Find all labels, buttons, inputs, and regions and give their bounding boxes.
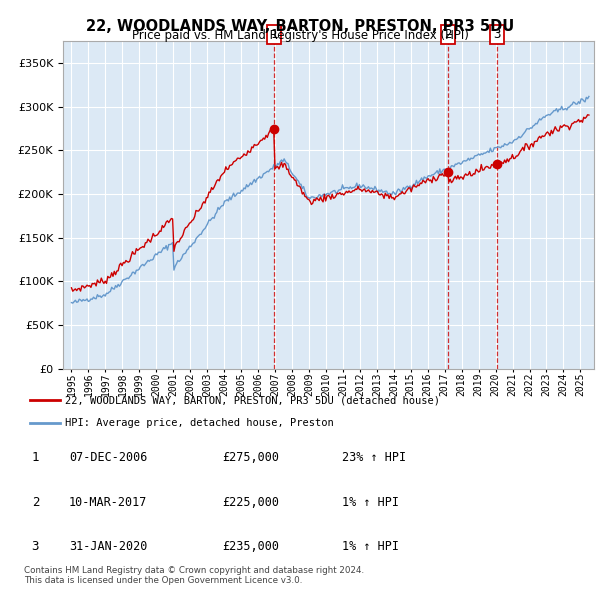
Text: 2: 2 <box>444 28 452 41</box>
Text: 1% ↑ HPI: 1% ↑ HPI <box>342 496 399 509</box>
Text: 1: 1 <box>270 28 278 41</box>
Text: 31-JAN-2020: 31-JAN-2020 <box>69 540 148 553</box>
Text: 07-DEC-2006: 07-DEC-2006 <box>69 451 148 464</box>
Text: Contains HM Land Registry data © Crown copyright and database right 2024.
This d: Contains HM Land Registry data © Crown c… <box>24 566 364 585</box>
Text: 3: 3 <box>493 28 501 41</box>
Text: 22, WOODLANDS WAY, BARTON, PRESTON, PR3 5DU: 22, WOODLANDS WAY, BARTON, PRESTON, PR3 … <box>86 19 514 34</box>
Text: Price paid vs. HM Land Registry's House Price Index (HPI): Price paid vs. HM Land Registry's House … <box>131 30 469 42</box>
Text: £275,000: £275,000 <box>222 451 279 464</box>
Text: 2: 2 <box>32 496 39 509</box>
Text: £235,000: £235,000 <box>222 540 279 553</box>
Text: 22, WOODLANDS WAY, BARTON, PRESTON, PR3 5DU (detached house): 22, WOODLANDS WAY, BARTON, PRESTON, PR3 … <box>65 395 440 405</box>
Text: 1% ↑ HPI: 1% ↑ HPI <box>342 540 399 553</box>
Text: 23% ↑ HPI: 23% ↑ HPI <box>342 451 406 464</box>
Text: HPI: Average price, detached house, Preston: HPI: Average price, detached house, Pres… <box>65 418 334 428</box>
Text: 3: 3 <box>32 540 39 553</box>
Text: 1: 1 <box>32 451 39 464</box>
Text: £225,000: £225,000 <box>222 496 279 509</box>
Text: 10-MAR-2017: 10-MAR-2017 <box>69 496 148 509</box>
